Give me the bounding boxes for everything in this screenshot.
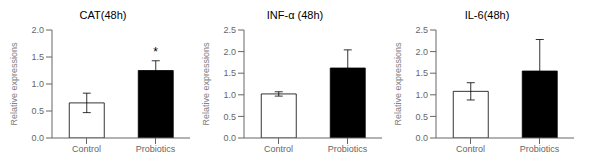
html-text:CAT(48h): CAT(48h) — [79, 9, 127, 21]
svg-text:2.5: 2.5 — [415, 25, 428, 35]
svg-text:Control: Control — [72, 144, 101, 154]
svg-text:0.0: 0.0 — [31, 133, 44, 143]
svg-text:Relative expressions: Relative expressions — [9, 42, 19, 126]
html-text:IL-6(48h): IL-6(48h) — [464, 9, 510, 21]
svg-text:0.0: 0.0 — [415, 133, 428, 143]
svg-text:Probiotics: Probiotics — [520, 144, 560, 154]
svg-text:Relative expressions: Relative expressions — [201, 42, 211, 126]
svg-text:2.5: 2.5 — [223, 25, 236, 35]
svg-text:1.0: 1.0 — [415, 90, 428, 100]
svg-text:Probiotics: Probiotics — [136, 144, 176, 154]
svg-text:1.5: 1.5 — [31, 52, 44, 62]
svg-text:1.5: 1.5 — [415, 68, 428, 78]
svg-text:Probiotics: Probiotics — [328, 144, 368, 154]
svg-text:0.0: 0.0 — [223, 133, 236, 143]
svg-text:2.0: 2.0 — [223, 47, 236, 57]
svg-text:Control: Control — [456, 144, 485, 154]
svg-text:0.5: 0.5 — [415, 112, 428, 122]
svg-text:2.0: 2.0 — [31, 25, 44, 35]
svg-text:2.0: 2.0 — [415, 47, 428, 57]
svg-text:0.5: 0.5 — [31, 106, 44, 116]
svg-text:0.5: 0.5 — [223, 112, 236, 122]
svg-text:Relative expressions: Relative expressions — [393, 42, 403, 126]
svg-text:1.0: 1.0 — [223, 90, 236, 100]
svg-text:Control: Control — [264, 144, 293, 154]
svg-text:1.0: 1.0 — [31, 79, 44, 89]
svg-text:1.5: 1.5 — [223, 68, 236, 78]
svg-text:*: * — [153, 45, 158, 59]
html-text:INF-α (48h): INF-α (48h) — [266, 9, 324, 21]
